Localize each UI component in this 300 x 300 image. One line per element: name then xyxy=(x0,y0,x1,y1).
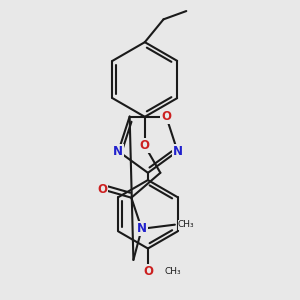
Text: O: O xyxy=(143,265,153,278)
Text: O: O xyxy=(97,183,107,196)
Text: N: N xyxy=(113,145,123,158)
Text: CH₃: CH₃ xyxy=(178,220,195,229)
Text: N: N xyxy=(137,222,147,235)
Text: N: N xyxy=(172,145,182,158)
Text: O: O xyxy=(161,110,171,123)
Text: CH₃: CH₃ xyxy=(164,267,181,276)
Text: O: O xyxy=(140,140,150,152)
